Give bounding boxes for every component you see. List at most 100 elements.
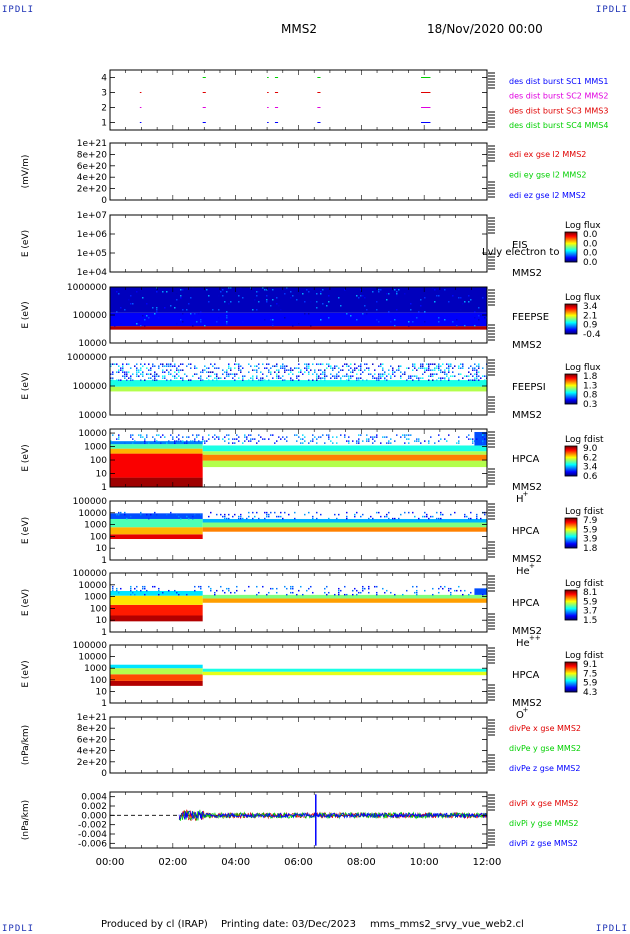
heatmap-pixel	[290, 367, 292, 369]
heatmap-pixel	[336, 517, 338, 520]
heatmap-pixel	[302, 373, 304, 375]
heatmap-pixel	[144, 442, 146, 444]
heatmap-pixel	[290, 377, 292, 379]
heatmap-pixel	[200, 319, 202, 321]
heatmap-pixel	[468, 517, 470, 520]
heatmap-pixel	[364, 315, 366, 317]
heatmap-pixel	[482, 297, 484, 299]
heatmap-pixel	[262, 373, 264, 375]
heatmap-pixel	[344, 289, 346, 291]
colorbar-cell	[565, 247, 577, 249]
heatmap-pixel	[212, 379, 214, 381]
heatmap-pixel	[394, 289, 396, 291]
colorbar-cell	[565, 313, 577, 315]
heatmap-pixel	[168, 371, 170, 373]
heatmap-pixel	[158, 317, 160, 319]
heatmap-pixel	[112, 585, 114, 588]
heatmap-pixel	[344, 593, 346, 596]
heatmap-pixel	[240, 513, 242, 516]
colorbar-cell	[565, 538, 577, 540]
heatmap-pixel	[338, 587, 340, 590]
colorbar-cell	[565, 524, 577, 526]
colorbar-tick-label: 0.0	[583, 239, 598, 249]
heatmap-pixel	[468, 371, 470, 373]
heatmap-pixel	[214, 377, 216, 379]
heatmap-pixel	[284, 379, 286, 381]
heatmap-pixel	[154, 585, 156, 588]
heatmap-pixel	[130, 379, 132, 381]
colorbar-cell	[565, 541, 577, 543]
colorbar-cell	[565, 397, 577, 399]
heatmap-pixel	[446, 375, 448, 377]
heatmap-pixel	[320, 379, 322, 381]
heatmap-pixel	[278, 305, 280, 307]
heatmap-pixel	[242, 379, 244, 381]
heatmap-pixel	[146, 589, 148, 592]
heatmap-pixel	[340, 369, 342, 371]
heatmap-pixel	[156, 440, 158, 442]
heatmap-pixel	[154, 440, 156, 442]
heatmap-pixel	[204, 365, 206, 367]
heatmap-pixel	[330, 440, 332, 442]
heatmap-pixel	[328, 591, 330, 594]
heatmap-pixel	[290, 371, 292, 373]
heatmap-pixel	[368, 585, 370, 588]
heatmap-pixel	[400, 371, 402, 373]
colorbar-cell	[565, 467, 577, 469]
heatmap-pixel	[216, 321, 218, 323]
heatmap-pixel	[142, 585, 144, 588]
heatmap-pixel	[112, 587, 114, 590]
y-axis-label: E (eV)	[21, 230, 31, 257]
heatmap-pixel	[158, 589, 160, 592]
heatmap-pixel	[316, 442, 318, 444]
y-tick-label: 100	[90, 532, 107, 542]
colorbar-cell	[565, 545, 577, 547]
heatmap-pixel	[328, 295, 330, 297]
heatmap-pixel	[140, 325, 142, 327]
colorbar-cell	[565, 592, 577, 594]
heatmap-pixel	[416, 589, 418, 592]
heatmap-pixel	[384, 377, 386, 379]
heatmap-pixel	[178, 438, 180, 440]
heatmap-pixel	[360, 373, 362, 375]
heatmap-pixel	[238, 365, 240, 367]
heatmap-pixel	[226, 299, 228, 301]
heatmap-pixel	[124, 442, 126, 444]
heatmap-pixel	[120, 369, 122, 371]
heatmap-pixel	[130, 436, 132, 438]
heatmap-pixel	[320, 377, 322, 379]
heatmap-pixel	[476, 379, 478, 381]
heatmap-pixel	[192, 434, 194, 436]
heatmap-pixel	[194, 440, 196, 442]
heatmap-pixel	[152, 363, 154, 365]
heatmap-pixel	[130, 367, 132, 369]
heatmap-pixel	[232, 515, 234, 518]
heatmap-pixel	[212, 365, 214, 367]
heatmap-pixel	[286, 369, 288, 371]
heatmap-pixel	[190, 440, 192, 442]
heatmap-pixel	[236, 373, 238, 375]
colorbar-cell	[565, 668, 577, 670]
heatmap-pixel	[324, 371, 326, 373]
heatmap-pixel	[432, 319, 434, 321]
y-tick-label: 1000	[84, 521, 107, 531]
heatmap-pixel	[392, 517, 394, 520]
colorbar-cell	[565, 379, 577, 381]
heatmap-pixel	[310, 585, 312, 588]
heatmap-pixel	[118, 369, 120, 371]
colorbar-cell	[565, 608, 577, 610]
heatmap-pixel	[444, 585, 446, 588]
heatmap-pixel	[130, 585, 132, 588]
heatmap-pixel	[346, 373, 348, 375]
colorbar-cell	[565, 446, 577, 448]
heatmap-pixel	[288, 373, 290, 375]
heatmap-pixel	[190, 379, 192, 381]
heatmap-band	[110, 527, 203, 535]
heatmap-band	[202, 671, 487, 676]
heatmap-pixel	[376, 319, 378, 321]
heatmap-pixel	[386, 293, 388, 295]
colorbar-cell	[565, 671, 577, 673]
heatmap-pixel	[192, 517, 194, 520]
